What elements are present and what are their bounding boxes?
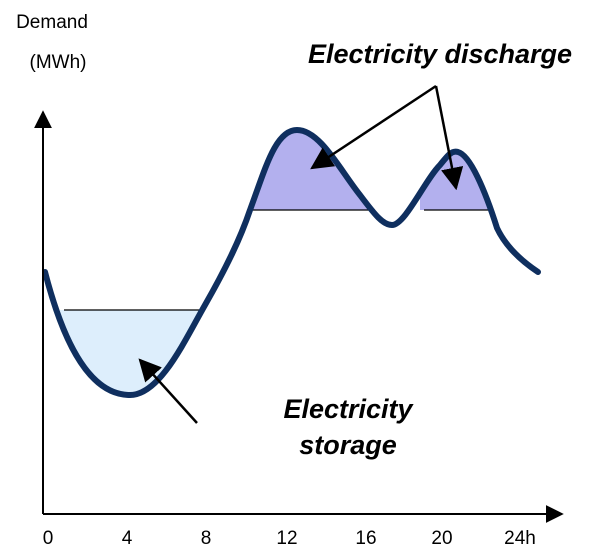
storage-label: Electricity <box>283 394 414 424</box>
x-tick-label: 0 <box>43 528 54 546</box>
storage-area <box>60 310 203 395</box>
storage-label: storage <box>299 430 397 460</box>
x-tick-label: 16 <box>355 528 376 546</box>
discharge-label: Electricity discharge <box>308 39 572 69</box>
x-tick-label: 24h <box>504 528 536 546</box>
arrow <box>434 85 464 191</box>
x-ticks: 0 4 8 12 16 20 24h <box>43 528 536 546</box>
x-tick-label: 4 <box>122 528 133 546</box>
x-tick-label: 20 <box>431 528 452 546</box>
y-label: (MWh) <box>30 52 87 73</box>
discharge-area <box>250 130 490 210</box>
demand-curve <box>42 127 541 398</box>
arrow <box>310 84 437 170</box>
x-tick-label: 12 <box>276 528 297 546</box>
y-label: Demand <box>16 12 88 33</box>
arrow <box>138 358 198 424</box>
x-tick-label: 8 <box>201 528 212 546</box>
